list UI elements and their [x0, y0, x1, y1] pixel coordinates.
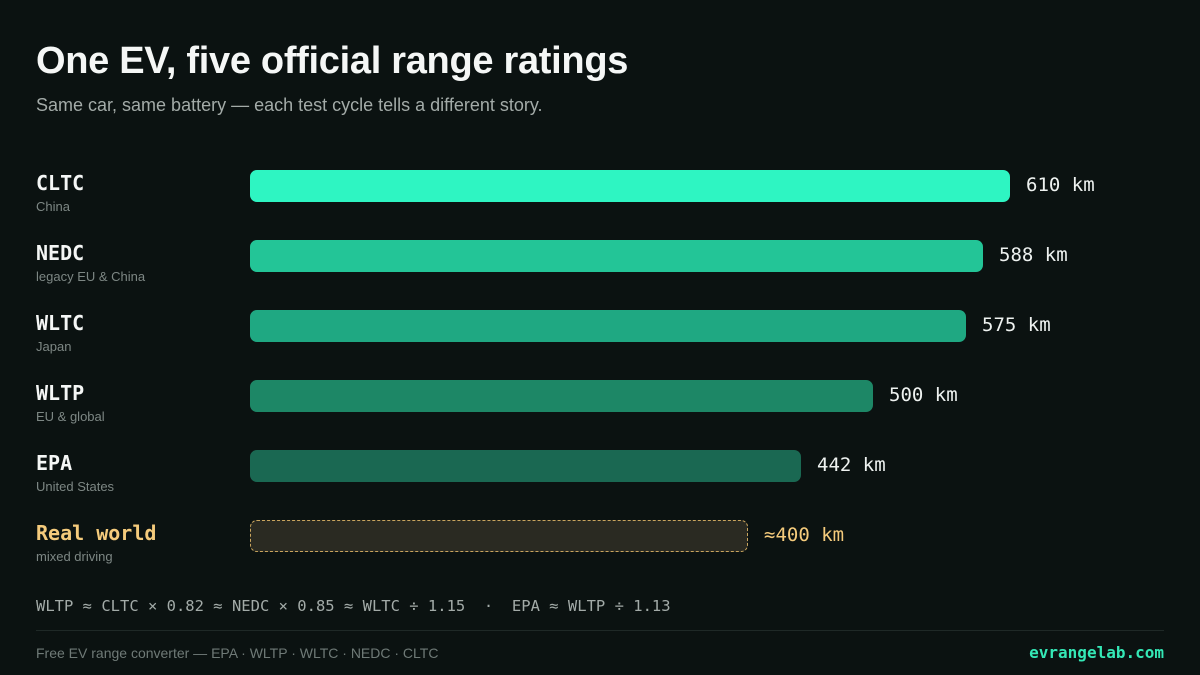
- footer-divider: [36, 630, 1164, 631]
- bar: [250, 380, 873, 412]
- bar: [250, 450, 801, 482]
- chart-title: One EV, five official range ratings: [36, 40, 629, 82]
- value-label: 610 km: [1026, 174, 1095, 196]
- bar-row: CLTC China 610 km: [0, 170, 1200, 230]
- category-sublabel: United States: [36, 479, 115, 494]
- bar-row: NEDC legacy EU & China 588 km: [0, 240, 1200, 300]
- bar: [250, 310, 966, 342]
- value-label: ≈400 km: [764, 524, 845, 546]
- bar-row: WLTP EU & global 500 km: [0, 380, 1200, 440]
- category-sublabel: Japan: [36, 339, 72, 354]
- bar: [250, 170, 1010, 202]
- category-sublabel: EU & global: [36, 409, 105, 424]
- bar: [250, 240, 983, 272]
- brand-link[interactable]: evrangelab.com: [1029, 643, 1164, 662]
- bar-row: Real world mixed driving ≈400 km: [0, 520, 1200, 580]
- conversion-formula: WLTP ≈ CLTC × 0.82 ≈ NEDC × 0.85 ≈ WLTC …: [36, 597, 671, 615]
- bar: [250, 520, 748, 552]
- chart-subtitle: Same car, same battery — each test cycle…: [36, 95, 543, 115]
- category-label: WLTP: [36, 381, 85, 405]
- value-label: 442 km: [817, 454, 886, 476]
- category-label: WLTC: [36, 311, 85, 335]
- bar-row: EPA United States 442 km: [0, 450, 1200, 510]
- category-label: Real world: [36, 521, 157, 545]
- category-label: CLTC: [36, 171, 85, 195]
- value-label: 500 km: [889, 384, 958, 406]
- footer-description: Free EV range converter — EPA · WLTP · W…: [36, 645, 439, 661]
- category-sublabel: legacy EU & China: [36, 269, 146, 284]
- value-label: 588 km: [999, 244, 1068, 266]
- category-label: NEDC: [36, 241, 85, 265]
- bar-row: WLTC Japan 575 km: [0, 310, 1200, 370]
- category-label: EPA: [36, 451, 73, 475]
- value-label: 575 km: [982, 314, 1051, 336]
- category-sublabel: China: [36, 199, 70, 214]
- category-sublabel: mixed driving: [36, 549, 113, 564]
